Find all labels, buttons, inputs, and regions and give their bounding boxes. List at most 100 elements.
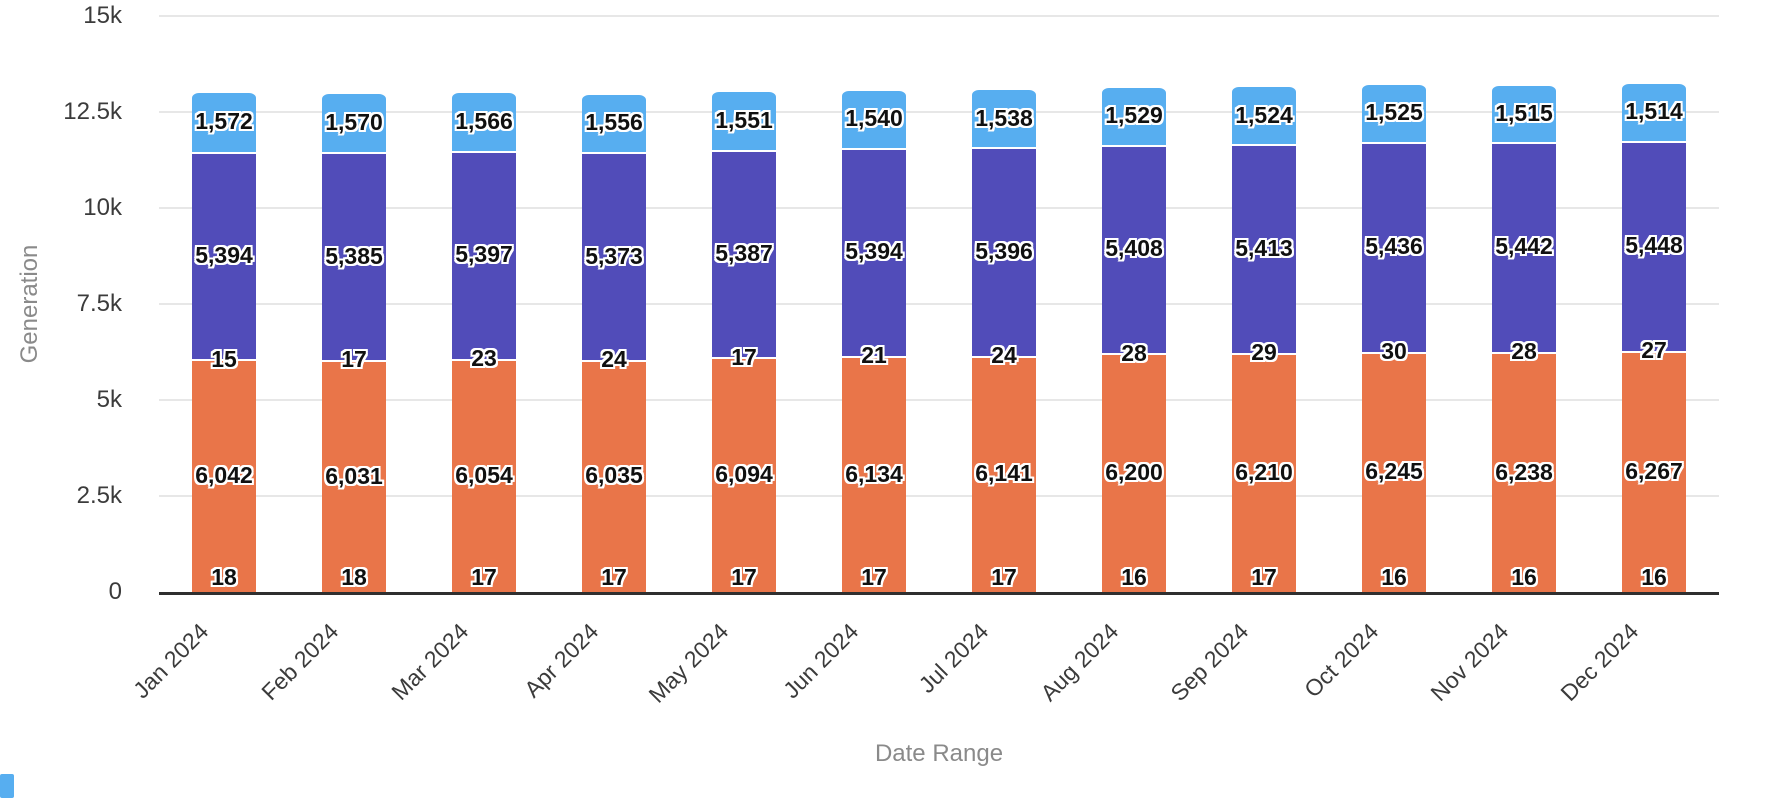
bar-segment-series-4-purple[interactable]: [1362, 141, 1426, 351]
bar-may-2024[interactable]: 17 6,094 17 5,387 1,551: [712, 90, 776, 592]
x-axis-title: Date Range: [874, 740, 1004, 767]
bar-segment-series-5-blue[interactable]: [1102, 85, 1166, 145]
y-tick-label: 12.5k: [63, 98, 122, 125]
bar-segment-series-5-blue[interactable]: [322, 92, 386, 153]
bar-segment-series-5-blue[interactable]: [712, 90, 776, 150]
x-tick-label: Apr 2024: [518, 618, 604, 703]
bar-value-label: 24: [601, 346, 627, 373]
gridline: [159, 303, 1719, 305]
bar-segment-series-4-purple[interactable]: [842, 147, 906, 356]
bar-value-label: 16: [1511, 564, 1537, 590]
bar-segment-series-4-purple[interactable]: [582, 152, 646, 359]
bar-segment-series-5-blue[interactable]: [1232, 85, 1296, 144]
x-tick-label: Nov 2024: [1425, 618, 1514, 707]
y-tick-label: 5k: [96, 386, 122, 413]
bar-segment-series-1-bottom[interactable]: [712, 591, 776, 592]
bar-jun-2024[interactable]: 17 6,134 21 5,394 1,540: [842, 88, 906, 592]
bar-value-label: 1,514: [1625, 98, 1683, 125]
bar-segment-series-1-bottom[interactable]: [1622, 591, 1686, 592]
bar-value-label: 29: [1251, 339, 1277, 366]
bar-segment-series-3-middle[interactable]: [1102, 352, 1166, 354]
bar-value-label: 1,529: [1105, 102, 1163, 129]
bar-segment-series-5-blue[interactable]: [452, 90, 516, 151]
bar-segment-series-4-purple[interactable]: [1492, 141, 1556, 351]
bar-segment-series-2-orange[interactable]: [712, 357, 776, 592]
bar-apr-2024[interactable]: 17 6,035 24 5,373 1,556: [582, 92, 646, 592]
bar-sep-2024[interactable]: 17 6,210 29 5,413 1,524: [1232, 85, 1296, 592]
bar-segment-series-4-purple[interactable]: [452, 150, 516, 359]
bar-segment-series-4-purple[interactable]: [972, 147, 1036, 355]
bar-dec-2024[interactable]: 16 6,267 27 5,448 1,514: [1622, 82, 1686, 592]
bar-value-label: 16: [1121, 564, 1147, 590]
bar-segment-series-2-orange[interactable]: [1232, 352, 1296, 592]
bar-segment-series-2-orange[interactable]: [322, 359, 386, 592]
bar-segment-series-1-bottom[interactable]: [842, 591, 906, 592]
bar-segment-series-1-bottom[interactable]: [972, 591, 1036, 592]
bar-segment-series-3-middle[interactable]: [192, 358, 256, 360]
bar-segment-series-3-middle[interactable]: [1232, 351, 1296, 353]
bar-value-label: 17: [341, 346, 367, 373]
bar-jul-2024[interactable]: 17 6,141 24 5,396 1,538: [972, 88, 1036, 592]
bar-segment-series-4-purple[interactable]: [1102, 144, 1166, 353]
bar-segment-series-2-orange[interactable]: [1492, 351, 1556, 592]
bar-segment-series-1-bottom[interactable]: [1362, 591, 1426, 592]
bar-segment-series-2-orange[interactable]: [1362, 351, 1426, 592]
bar-value-label: 17: [731, 344, 757, 371]
bar-segment-series-2-orange[interactable]: [842, 355, 906, 592]
bar-segment-series-5-blue[interactable]: [1622, 82, 1686, 141]
bar-nov-2024[interactable]: 16 6,238 28 5,442 1,515: [1492, 83, 1556, 592]
bar-jan-2024[interactable]: 18 6,042 15 5,394 1,572: [192, 91, 256, 592]
bar-segment-series-5-blue[interactable]: [972, 88, 1036, 148]
bar-oct-2024[interactable]: 16 6,245 30 5,436 1,525: [1362, 83, 1426, 592]
gridline: [159, 207, 1719, 209]
bar-value-label: 17: [991, 564, 1017, 590]
bar-value-label: 1,570: [325, 109, 383, 136]
bar-segment-series-5-blue[interactable]: [192, 91, 256, 152]
bar-value-label: 5,442: [1495, 233, 1553, 260]
bar-segment-series-2-orange[interactable]: [192, 359, 256, 592]
bar-segment-series-1-bottom[interactable]: [452, 591, 516, 592]
bar-value-label: 1,538: [975, 104, 1033, 131]
bar-segment-series-1-bottom[interactable]: [322, 591, 386, 592]
bar-segment-series-3-middle[interactable]: [712, 356, 776, 358]
bar-segment-series-1-bottom[interactable]: [582, 591, 646, 592]
bar-segment-series-5-blue[interactable]: [1362, 83, 1426, 142]
x-tick-label: Jun 2024: [778, 618, 864, 704]
bar-segment-series-2-orange[interactable]: [1102, 353, 1166, 592]
bar-segment-series-5-blue[interactable]: [842, 88, 906, 148]
bar-segment-series-1-bottom[interactable]: [192, 591, 256, 592]
bar-segment-series-3-middle[interactable]: [842, 355, 906, 356]
bar-segment-series-2-orange[interactable]: [972, 355, 1036, 592]
bar-segment-series-2-orange[interactable]: [452, 358, 516, 592]
bar-aug-2024[interactable]: 16 6,200 28 5,408 1,529: [1102, 85, 1166, 592]
bar-feb-2024[interactable]: 18 6,031 17 5,385 1,570: [322, 92, 386, 592]
bar-value-label: 6,035: [585, 462, 643, 489]
bar-segment-series-3-middle[interactable]: [972, 354, 1036, 356]
bar-segment-series-4-purple[interactable]: [192, 151, 256, 359]
bar-segment-series-3-middle[interactable]: [1492, 350, 1556, 352]
bar-segment-series-5-blue[interactable]: [1492, 83, 1556, 142]
bar-segment-series-2-orange[interactable]: [582, 359, 646, 592]
bar-mar-2024[interactable]: 17 6,054 23 5,397 1,566: [452, 90, 516, 592]
bar-segment-series-3-middle[interactable]: [1362, 350, 1426, 352]
bar-segment-series-5-blue[interactable]: [582, 92, 646, 153]
bar-segment-series-1-bottom[interactable]: [1232, 591, 1296, 592]
bar-value-label: 6,094: [715, 461, 773, 488]
bar-segment-series-3-middle[interactable]: [1622, 349, 1686, 351]
bar-segment-series-4-purple[interactable]: [322, 152, 386, 360]
bar-segment-series-3-middle[interactable]: [582, 358, 646, 360]
bar-segment-series-1-bottom[interactable]: [1102, 591, 1166, 592]
bar-segment-series-4-purple[interactable]: [1622, 140, 1686, 350]
bar-segment-series-3-middle[interactable]: [452, 358, 516, 359]
bar-segment-series-2-orange[interactable]: [1622, 350, 1686, 592]
y-tick-label: 15k: [83, 2, 122, 29]
bar-segment-series-1-bottom[interactable]: [1492, 591, 1556, 592]
bar-value-label: 28: [1511, 338, 1537, 365]
y-axis-ticks: 0 2.5k 5k 7.5k 10k 12.5k 15k: [0, 0, 122, 798]
bar-value-label: 15: [211, 346, 237, 373]
bar-segment-series-4-purple[interactable]: [712, 149, 776, 357]
bar-segment-series-4-purple[interactable]: [1232, 143, 1296, 352]
bar-segment-series-3-middle[interactable]: [322, 359, 386, 360]
bar-value-label: 5,436: [1365, 233, 1423, 260]
